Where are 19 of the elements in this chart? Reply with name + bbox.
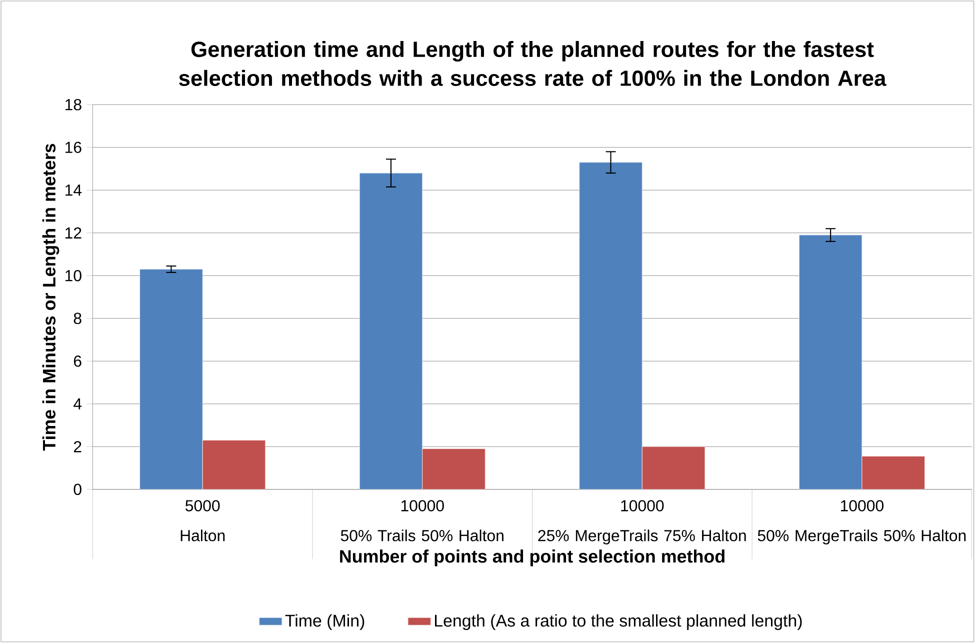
y-axis-title: Time in Minutes or Length in meters <box>42 144 60 451</box>
x-axis-title: Number of points and point selection method <box>340 550 724 566</box>
x-tick-label: 10000 50% Trails 50% Halton <box>340 500 504 542</box>
y-tick-label: 14 <box>65 184 82 196</box>
y-tick-label: 12 <box>65 227 82 239</box>
chart-title: Generation time and Length of the planned routes for the fastest selection methods with a success rate of 100% in the London Area <box>179 41 886 86</box>
x-tick-label: 5000 Halton <box>180 500 225 542</box>
legend-label: Length (As a ratio to the smallest planned length) <box>435 614 802 630</box>
y-tick-label: 4 <box>74 398 82 410</box>
y-tick-label: 10 <box>65 270 82 282</box>
y-tick-label: 18 <box>65 99 82 110</box>
x-tick-label: 10000 25% MergeTrails 75% Halton <box>538 500 746 544</box>
y-tick-label: 0 <box>74 484 82 496</box>
x-tick-label: 10000 50% MergeTrails 50% Halton <box>758 500 966 544</box>
y-tick-label: 16 <box>65 142 82 154</box>
y-tick-label: 8 <box>74 312 82 324</box>
y-tick-label: 6 <box>74 356 82 367</box>
y-tick-label: 2 <box>74 441 82 452</box>
legend-label: Time (Min) <box>285 614 364 630</box>
